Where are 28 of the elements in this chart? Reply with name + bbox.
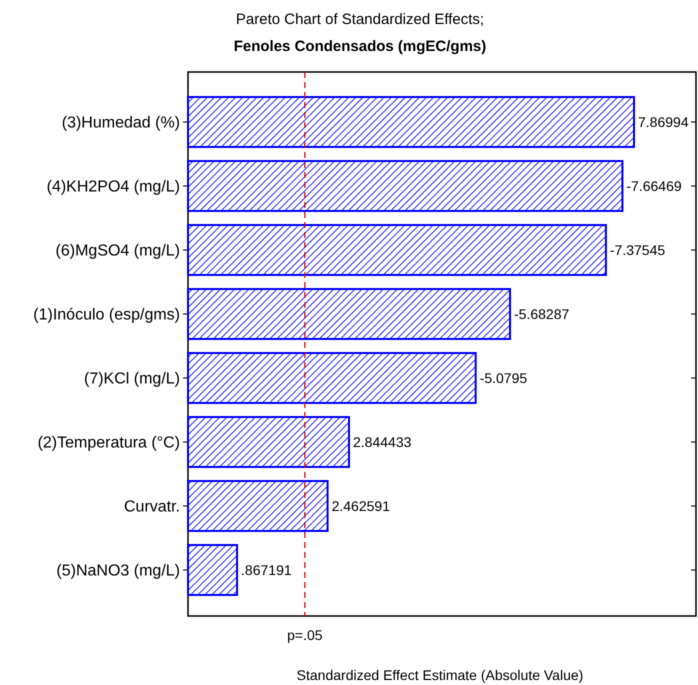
bar — [187, 224, 607, 276]
y-tick-label: Curvatr. — [124, 498, 180, 516]
y-tick-label: (4)KH2PO4 (mg/L) — [46, 178, 180, 196]
annotation: -5.0795 — [480, 370, 528, 386]
chart-subtitle: Fenoles Condensados (mgEC/gms) — [234, 38, 486, 55]
bar — [187, 416, 350, 468]
bar — [187, 160, 624, 212]
annotation: -7.66469 — [626, 178, 682, 194]
bar — [187, 480, 329, 532]
annotation: .867191 — [241, 562, 292, 578]
annotation: 2.462591 — [332, 498, 390, 514]
annotation: -7.37545 — [610, 242, 666, 258]
y-tick-label: (5)NaNO3 (mg/L) — [56, 562, 180, 580]
annotation: -5.68287 — [514, 306, 570, 322]
ref-line-label: p=.05 — [287, 627, 323, 643]
y-tick-label: (6)MgSO4 (mg/L) — [56, 242, 180, 260]
bar — [187, 288, 512, 340]
bar — [187, 544, 238, 596]
y-tick-label: (1)Inóculo (esp/gms) — [33, 306, 180, 324]
annotation: 7.86994 — [638, 114, 689, 130]
chart-title: Pareto Chart of Standardized Effects; — [236, 11, 484, 28]
bar — [187, 352, 477, 404]
bar — [187, 96, 635, 148]
y-tick-label: (2)Temperatura (°C) — [38, 434, 180, 452]
y-tick-label: (3)Humedad (%) — [62, 114, 180, 132]
y-tick-label: (7)KCl (mg/L) — [84, 370, 180, 388]
annotation: 2.844433 — [353, 434, 412, 450]
x-axis-title: Standardized Effect Estimate (Absolute Value) — [296, 667, 584, 683]
